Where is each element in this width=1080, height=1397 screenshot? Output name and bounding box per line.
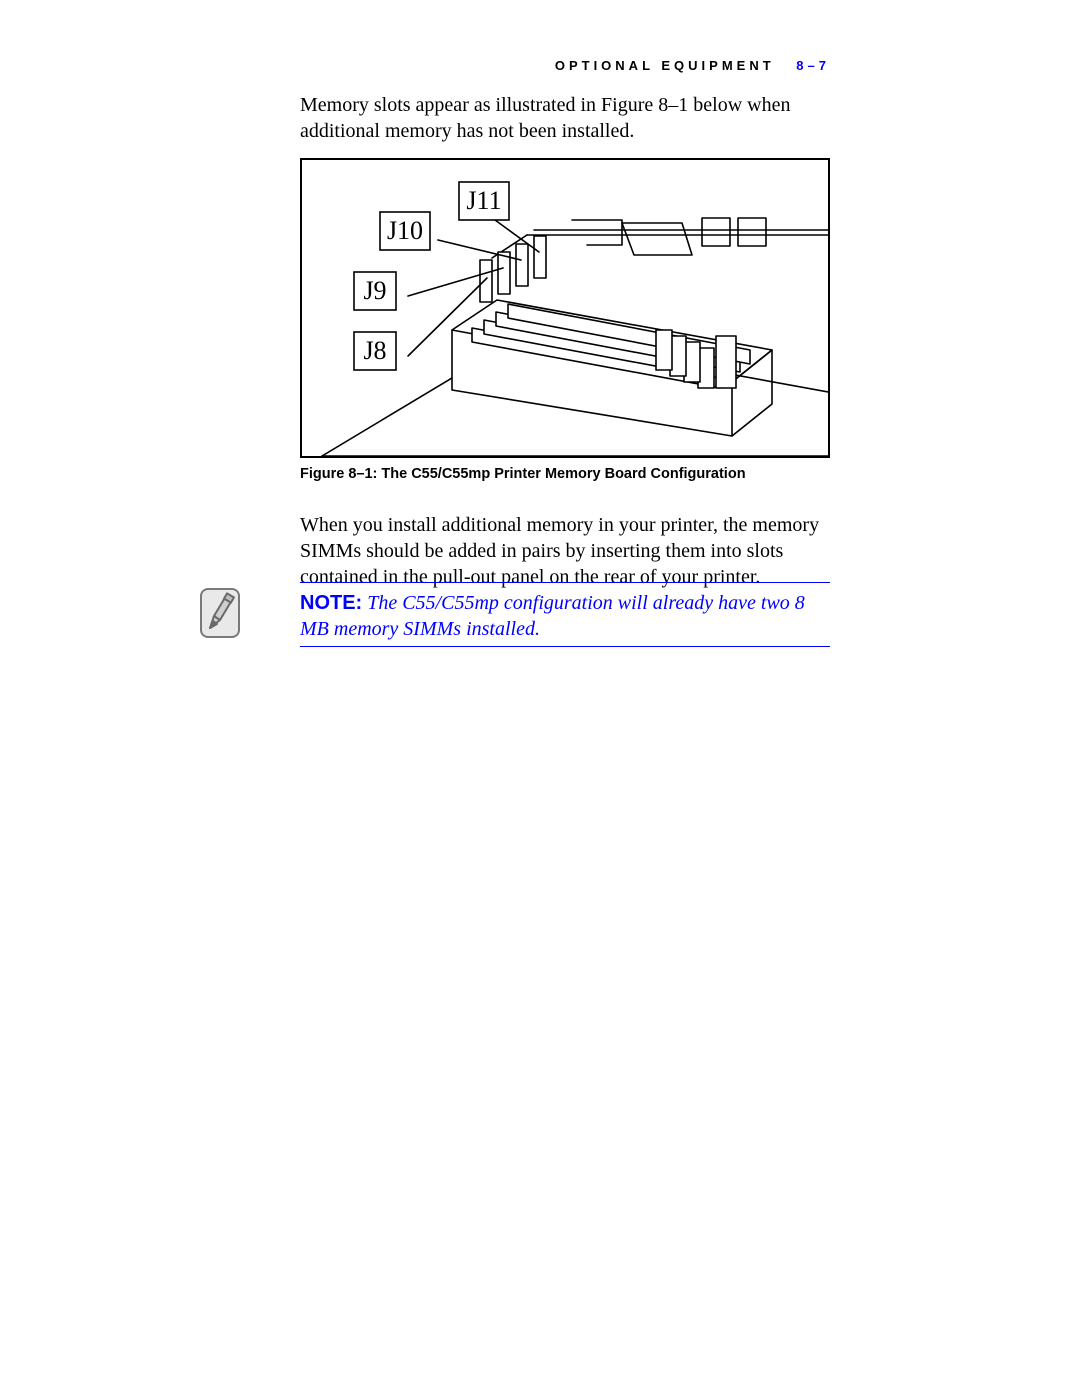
note-rule-bottom — [300, 646, 830, 647]
page: OPTIONAL EQUIPMENT 8–7 Memory slots appe… — [0, 0, 1080, 1397]
note-body: The C55/C55mp configuration will already… — [300, 592, 805, 640]
note-label: NOTE: — [300, 592, 362, 614]
body-paragraph: When you install additional memory in yo… — [300, 512, 830, 590]
label-j9: J9 — [363, 276, 386, 305]
label-j8: J8 — [363, 336, 386, 365]
pencil-note-icon — [200, 588, 240, 638]
intro-paragraph: Memory slots appear as illustrated in Fi… — [300, 92, 830, 144]
label-j10: J10 — [387, 216, 423, 245]
label-j11: J11 — [466, 186, 501, 215]
figure-caption: Figure 8–1: The C55/C55mp Printer Memory… — [300, 466, 830, 482]
memory-board-diagram: J11 J10 J9 J8 — [302, 160, 828, 456]
section-title: OPTIONAL EQUIPMENT — [555, 58, 775, 73]
note-text: NOTE: The C55/C55mp configuration will a… — [300, 590, 830, 642]
page-number: 8–7 — [796, 58, 830, 73]
body-column: Memory slots appear as illustrated in Fi… — [300, 92, 830, 590]
figure-memory-board: J11 J10 J9 J8 — [300, 158, 830, 458]
running-head: OPTIONAL EQUIPMENT 8–7 — [555, 58, 830, 73]
note-rule-top — [300, 582, 830, 583]
